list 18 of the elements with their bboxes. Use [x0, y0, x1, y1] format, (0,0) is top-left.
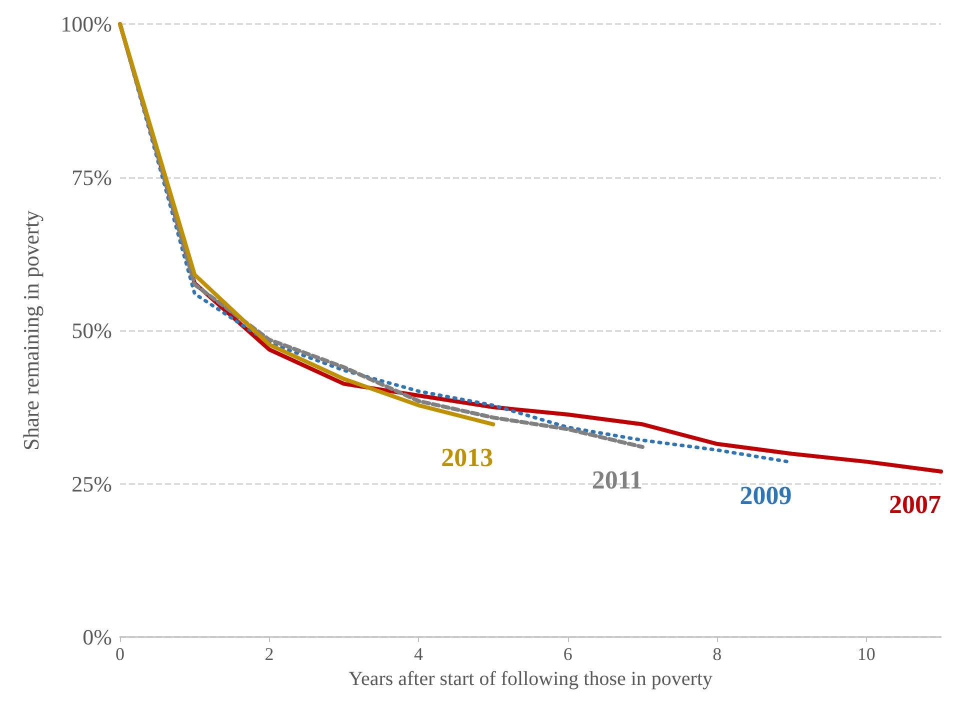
x-tick-label: 0: [116, 644, 124, 664]
y-tick-label: 50%: [72, 318, 112, 343]
y-axis-title: Share remaining in poverty: [18, 210, 44, 451]
x-tick-label: 8: [712, 644, 722, 664]
y-tick-label: 75%: [72, 164, 112, 190]
x-tick-label: 4: [414, 644, 424, 664]
y-tick-label: 25%: [72, 471, 112, 496]
y-tick-label: 0%: [82, 624, 112, 650]
series-label: 2011: [592, 465, 642, 494]
x-tick-label: 2: [264, 644, 274, 664]
x-axis-title: Years after start of following those in poverty: [348, 668, 713, 690]
series-label: 2009: [740, 480, 792, 510]
line-series: [118, 22, 496, 426]
x-tick-label: 6: [563, 644, 572, 664]
series-label: 2013: [441, 442, 494, 472]
x-tick-label: 10: [857, 644, 876, 664]
y-tick-label: 100%: [60, 12, 112, 36]
series-label: 2007: [889, 490, 941, 519]
